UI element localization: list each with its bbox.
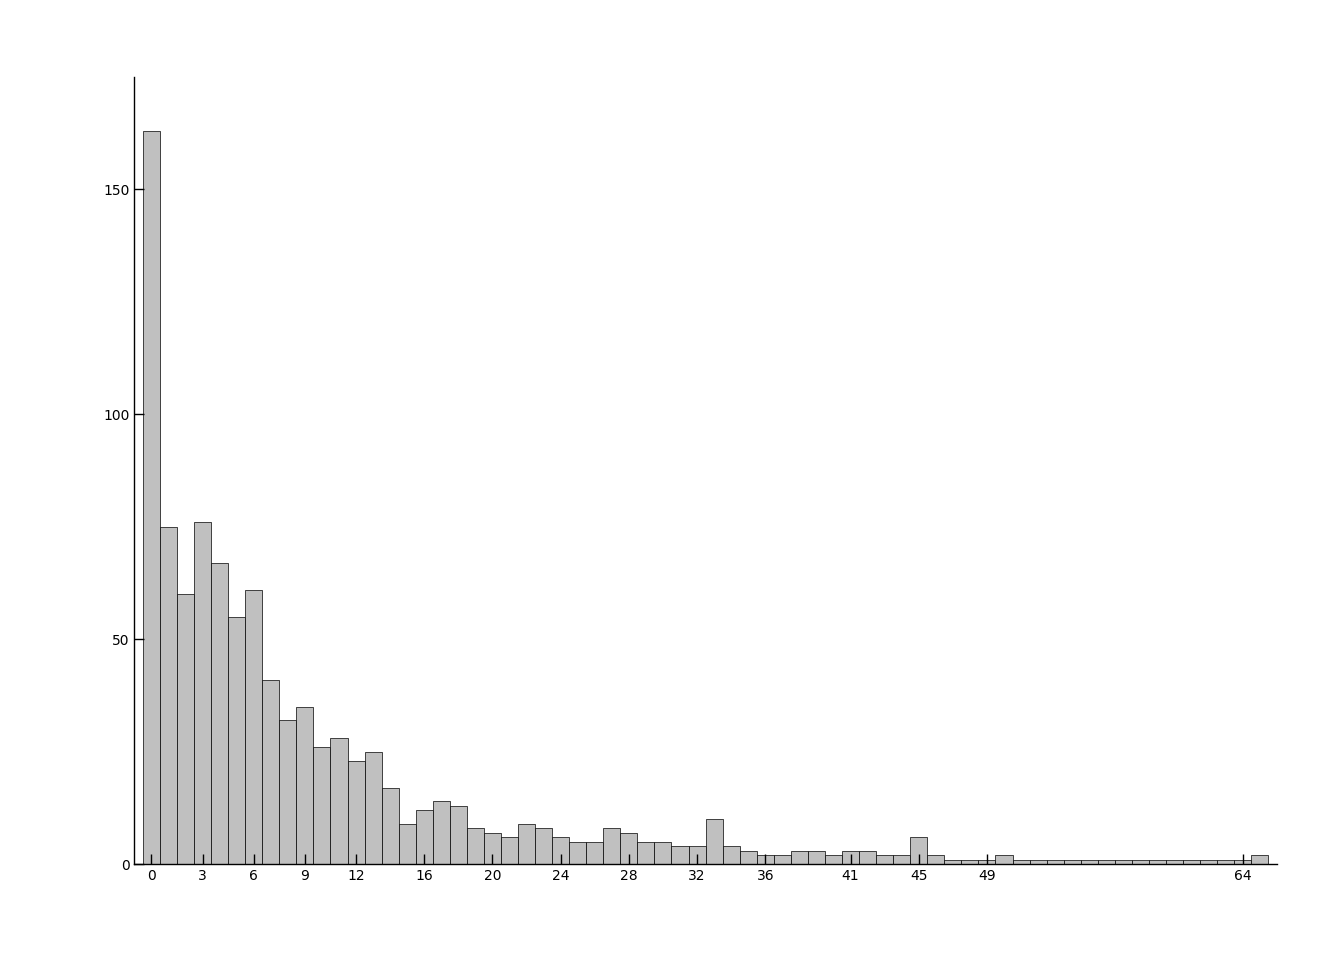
Bar xyxy=(688,846,706,864)
Bar xyxy=(1218,859,1234,864)
Bar xyxy=(894,855,910,864)
Bar xyxy=(211,563,228,864)
Bar xyxy=(433,801,450,864)
Bar xyxy=(655,842,672,864)
Bar xyxy=(1047,859,1063,864)
Bar xyxy=(570,842,586,864)
Bar xyxy=(382,787,399,864)
Bar xyxy=(1149,859,1167,864)
Bar xyxy=(1132,859,1149,864)
Bar xyxy=(1167,859,1183,864)
Bar xyxy=(484,832,501,864)
Bar xyxy=(927,855,945,864)
Bar xyxy=(876,855,894,864)
Bar xyxy=(364,752,382,864)
Bar xyxy=(313,747,331,864)
Bar xyxy=(586,842,603,864)
Bar xyxy=(825,855,841,864)
Bar xyxy=(1081,859,1098,864)
Bar xyxy=(245,589,262,864)
Bar xyxy=(841,851,859,864)
Bar xyxy=(331,738,348,864)
Bar xyxy=(297,707,313,864)
Bar xyxy=(996,855,1012,864)
Bar xyxy=(723,846,739,864)
Bar xyxy=(1200,859,1218,864)
Bar xyxy=(945,859,961,864)
Bar xyxy=(637,842,655,864)
Bar xyxy=(1114,859,1132,864)
Bar xyxy=(859,851,876,864)
Bar xyxy=(1183,859,1200,864)
Bar xyxy=(1012,859,1030,864)
Bar xyxy=(1098,859,1114,864)
Bar xyxy=(1234,859,1251,864)
Bar xyxy=(450,805,466,864)
Bar xyxy=(706,819,723,864)
Bar xyxy=(774,855,790,864)
Bar xyxy=(194,522,211,864)
Bar xyxy=(739,851,757,864)
Bar xyxy=(672,846,688,864)
Bar xyxy=(790,851,808,864)
Bar xyxy=(978,859,996,864)
Bar xyxy=(228,616,245,864)
Bar xyxy=(552,837,570,864)
Bar xyxy=(603,828,621,864)
Bar xyxy=(399,824,415,864)
Bar xyxy=(910,837,927,864)
Bar xyxy=(466,828,484,864)
Bar xyxy=(517,824,535,864)
Bar xyxy=(501,837,517,864)
Bar xyxy=(621,832,637,864)
Bar xyxy=(177,594,194,864)
Bar xyxy=(808,851,825,864)
Bar xyxy=(262,680,280,864)
Bar xyxy=(142,131,160,864)
Bar xyxy=(415,810,433,864)
Bar xyxy=(348,760,364,864)
Bar xyxy=(1030,859,1047,864)
Bar xyxy=(1063,859,1081,864)
Bar xyxy=(535,828,552,864)
Bar xyxy=(961,859,978,864)
Bar xyxy=(1251,855,1269,864)
Bar xyxy=(160,527,177,864)
Bar xyxy=(280,720,297,864)
Bar xyxy=(757,855,774,864)
